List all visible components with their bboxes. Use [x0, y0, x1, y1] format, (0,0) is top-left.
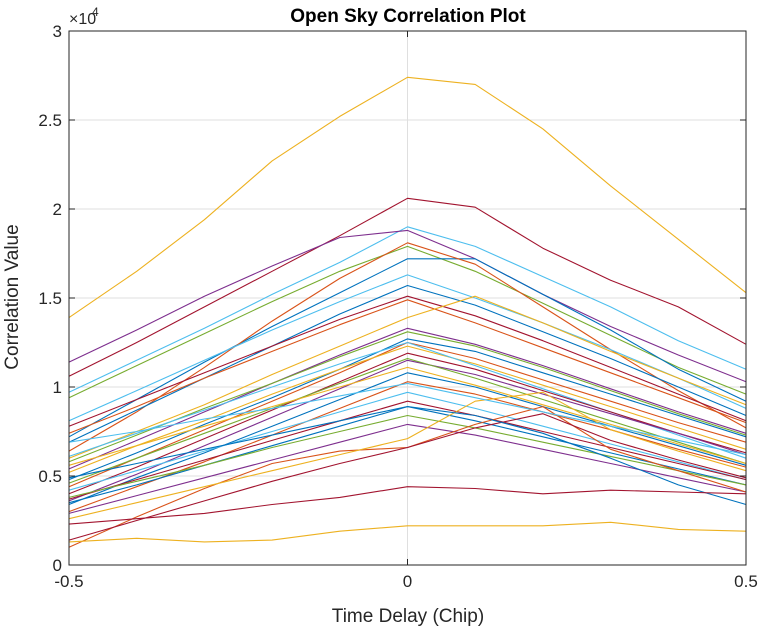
x-tick-label: 0.5 — [734, 572, 758, 591]
y-tick-label: 0.5 — [38, 467, 62, 486]
series-line-34 — [68, 406, 747, 506]
series-line-17 — [68, 345, 747, 473]
series-line-33 — [68, 382, 747, 456]
y-tick-label: 0 — [53, 556, 62, 575]
series-line-6 — [68, 258, 747, 438]
series-line-36 — [68, 521, 747, 543]
data-series — [68, 76, 747, 548]
series-line-3 — [68, 226, 747, 393]
series-line-20 — [68, 359, 747, 502]
series-line-9 — [68, 284, 747, 443]
chart-title: Open Sky Correlation Plot — [290, 6, 526, 27]
x-tick-label: -0.5 — [54, 572, 83, 591]
series-line-29 — [68, 423, 747, 514]
series-line-12 — [68, 295, 747, 459]
y-exponent-power: 4 — [92, 5, 99, 19]
series-line-11 — [68, 299, 747, 434]
series-line-8 — [68, 274, 747, 422]
series-line-28 — [68, 414, 747, 498]
y-tick-label: 2 — [53, 200, 62, 219]
x-axis-label: Time Delay (Chip) — [332, 606, 484, 627]
series-line-22 — [68, 372, 747, 506]
series-line-13 — [68, 327, 747, 470]
tick-marks — [68, 30, 747, 566]
series-line-26 — [68, 400, 747, 500]
series-line-31 — [68, 391, 747, 520]
series-line-19 — [68, 352, 747, 495]
y-tick-labels: 0 0.5 1 1.5 2 2.5 3 — [38, 22, 62, 575]
x-tick-label: 0 — [403, 572, 412, 591]
y-tick-label: 3 — [53, 22, 62, 41]
series-line-32 — [68, 413, 747, 541]
x-tick-labels: -0.5 0 0.5 — [54, 572, 757, 591]
series-line-35 — [68, 486, 747, 525]
series-line-18 — [68, 341, 747, 459]
y-tick-label: 1.5 — [38, 289, 62, 308]
series-line-4 — [68, 229, 747, 383]
series-line-5 — [68, 245, 747, 399]
series-line-21 — [68, 357, 747, 484]
y-tick-label: 1 — [53, 378, 62, 397]
y-axis-label: Correlation Value — [2, 224, 23, 369]
y-tick-label: 2.5 — [38, 111, 62, 130]
series-line-1 — [68, 76, 747, 319]
series-line-2 — [68, 197, 747, 377]
series-line-25 — [68, 391, 747, 491]
series-line-10 — [68, 295, 747, 427]
y-exponent-base: ×10 — [69, 11, 96, 28]
series-line-15 — [68, 338, 747, 481]
